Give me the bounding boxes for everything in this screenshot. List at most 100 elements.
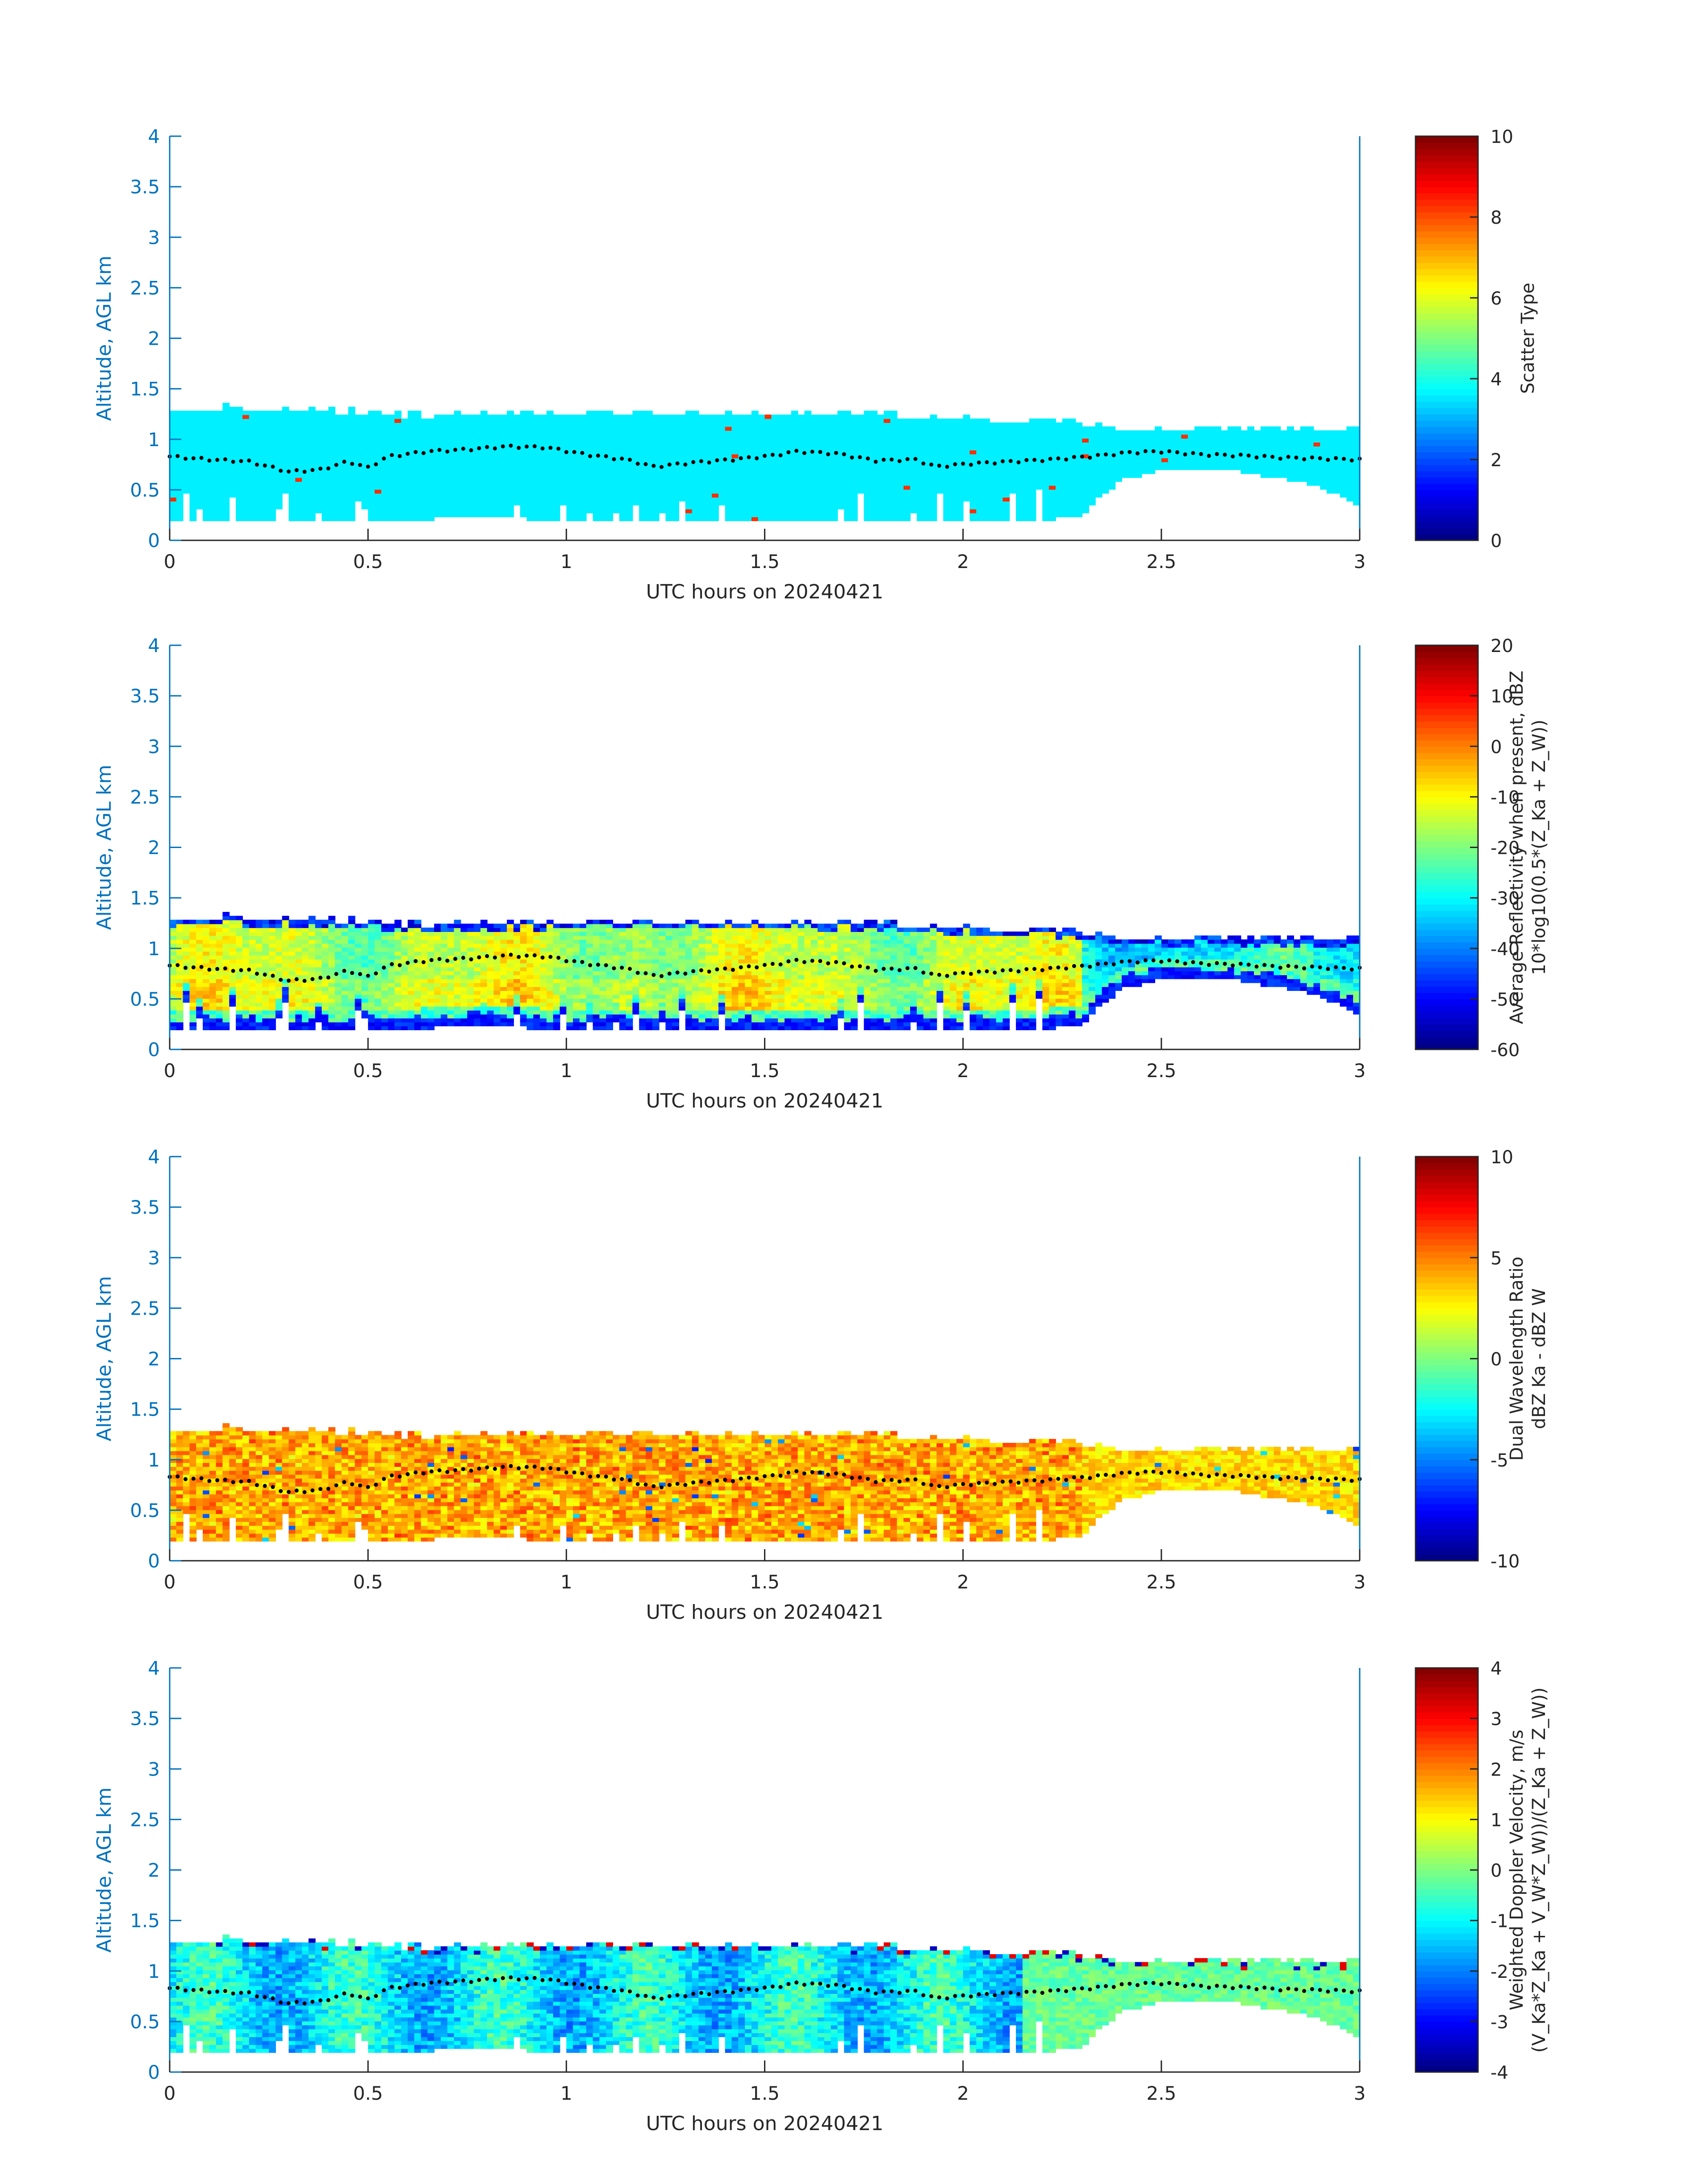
heatmap-cell [943, 442, 951, 447]
heatmap-cell [983, 477, 990, 482]
heatmap-cell [441, 426, 448, 431]
heatmap-cell [183, 442, 190, 447]
heatmap-cell [1280, 438, 1288, 443]
heatmap-cell [725, 442, 732, 447]
heatmap-cell [976, 469, 984, 474]
heatmap-cell [1135, 442, 1142, 447]
heatmap-cell [877, 505, 884, 510]
heatmap-cell [533, 517, 541, 521]
heatmap-cell [381, 434, 388, 439]
heatmap-cell [427, 517, 435, 521]
heatmap-cell [249, 434, 256, 439]
heatmap-cell [632, 497, 640, 501]
heatmap-cell [454, 477, 461, 482]
heatmap-cell [712, 418, 719, 423]
heatmap-cell [989, 430, 997, 435]
heatmap-cell [1069, 489, 1076, 494]
heatmap-cell [480, 422, 488, 427]
heatmap-cell [936, 473, 944, 478]
heatmap-cell [956, 462, 964, 466]
heatmap-cell [976, 485, 984, 490]
heatmap-cell [434, 446, 441, 451]
heatmap-cell [1313, 434, 1321, 439]
heatmap-cell [315, 489, 322, 494]
heatmap-cell [249, 971, 256, 975]
heatmap-cell [824, 422, 831, 427]
heatmap-cell [394, 418, 402, 423]
heatmap-cell [341, 454, 349, 459]
heatmap-cell [546, 501, 554, 506]
heatmap-cell [368, 469, 375, 474]
heatmap-cell [434, 505, 441, 510]
heatmap-cell [632, 485, 640, 490]
heatmap-cell [222, 994, 230, 999]
heatmap-cell [189, 497, 197, 501]
colorbar-segment [1416, 502, 1478, 510]
heatmap-cell [903, 442, 911, 447]
heatmap-cell [950, 450, 957, 455]
boundary-dot [818, 450, 823, 454]
heatmap-cell [209, 1006, 217, 1011]
heatmap-cell [203, 932, 210, 936]
boundary-dot [1151, 449, 1156, 453]
heatmap-cell [692, 458, 699, 462]
heatmap-cell [745, 430, 752, 435]
heatmap-cell [467, 485, 475, 490]
heatmap-cell [1089, 430, 1096, 435]
heatmap-cell [216, 1006, 223, 1011]
heatmap-cell [956, 446, 964, 451]
heatmap-cell [996, 505, 1003, 510]
heatmap-cell [1333, 430, 1341, 435]
heatmap-cell [798, 462, 805, 466]
heatmap-cell [421, 513, 428, 518]
heatmap-cell [857, 469, 864, 474]
heatmap-cell [857, 465, 864, 470]
heatmap-cell [520, 505, 527, 510]
colorbar-segment [1416, 483, 1478, 490]
heatmap-cell [441, 462, 448, 466]
heatmap-cell [434, 469, 441, 474]
heatmap-cell [632, 426, 640, 431]
heatmap-cell [586, 434, 593, 439]
colorbar-segment [1416, 527, 1478, 535]
heatmap-cell [322, 446, 329, 451]
heatmap-cell [513, 438, 521, 443]
heatmap-cell [242, 410, 250, 415]
heatmap-cell [1002, 501, 1010, 506]
heatmap-cell [646, 422, 653, 427]
boundary-dot [763, 454, 767, 458]
heatmap-cell [355, 458, 362, 462]
heatmap-cell [778, 422, 785, 427]
heatmap-cell [500, 434, 508, 439]
heatmap-cell [242, 947, 250, 952]
heatmap-cell [540, 454, 547, 459]
heatmap-cell [652, 489, 660, 494]
heatmap-cell [255, 998, 263, 1003]
heatmap-cell [784, 493, 792, 498]
heatmap-cell [573, 418, 580, 423]
heatmap-cell [890, 489, 898, 494]
heatmap-cell [249, 450, 256, 455]
heatmap-cell [288, 943, 296, 948]
heatmap-cell [236, 517, 243, 521]
heatmap-cell [705, 434, 713, 439]
heatmap-cell [930, 446, 937, 451]
heatmap-cell [646, 485, 653, 490]
heatmap-cell [520, 458, 527, 462]
heatmap-cell [1055, 481, 1063, 486]
heatmap-cell [526, 517, 534, 521]
heatmap-cell [639, 481, 646, 486]
heatmap-cell [513, 497, 521, 501]
heatmap-cell [798, 473, 805, 478]
heatmap-cell [493, 465, 501, 470]
heatmap-cell [216, 422, 223, 427]
heatmap-cell [731, 469, 739, 474]
heatmap-cell [1174, 458, 1182, 462]
heatmap-cell [1095, 442, 1102, 447]
heatmap-cell [1161, 438, 1169, 443]
heatmap-cell [1333, 469, 1341, 474]
heatmap-cell [573, 450, 580, 455]
heatmap-cell [679, 497, 686, 501]
heatmap-cell [255, 442, 263, 447]
heatmap-cell [1346, 434, 1354, 439]
